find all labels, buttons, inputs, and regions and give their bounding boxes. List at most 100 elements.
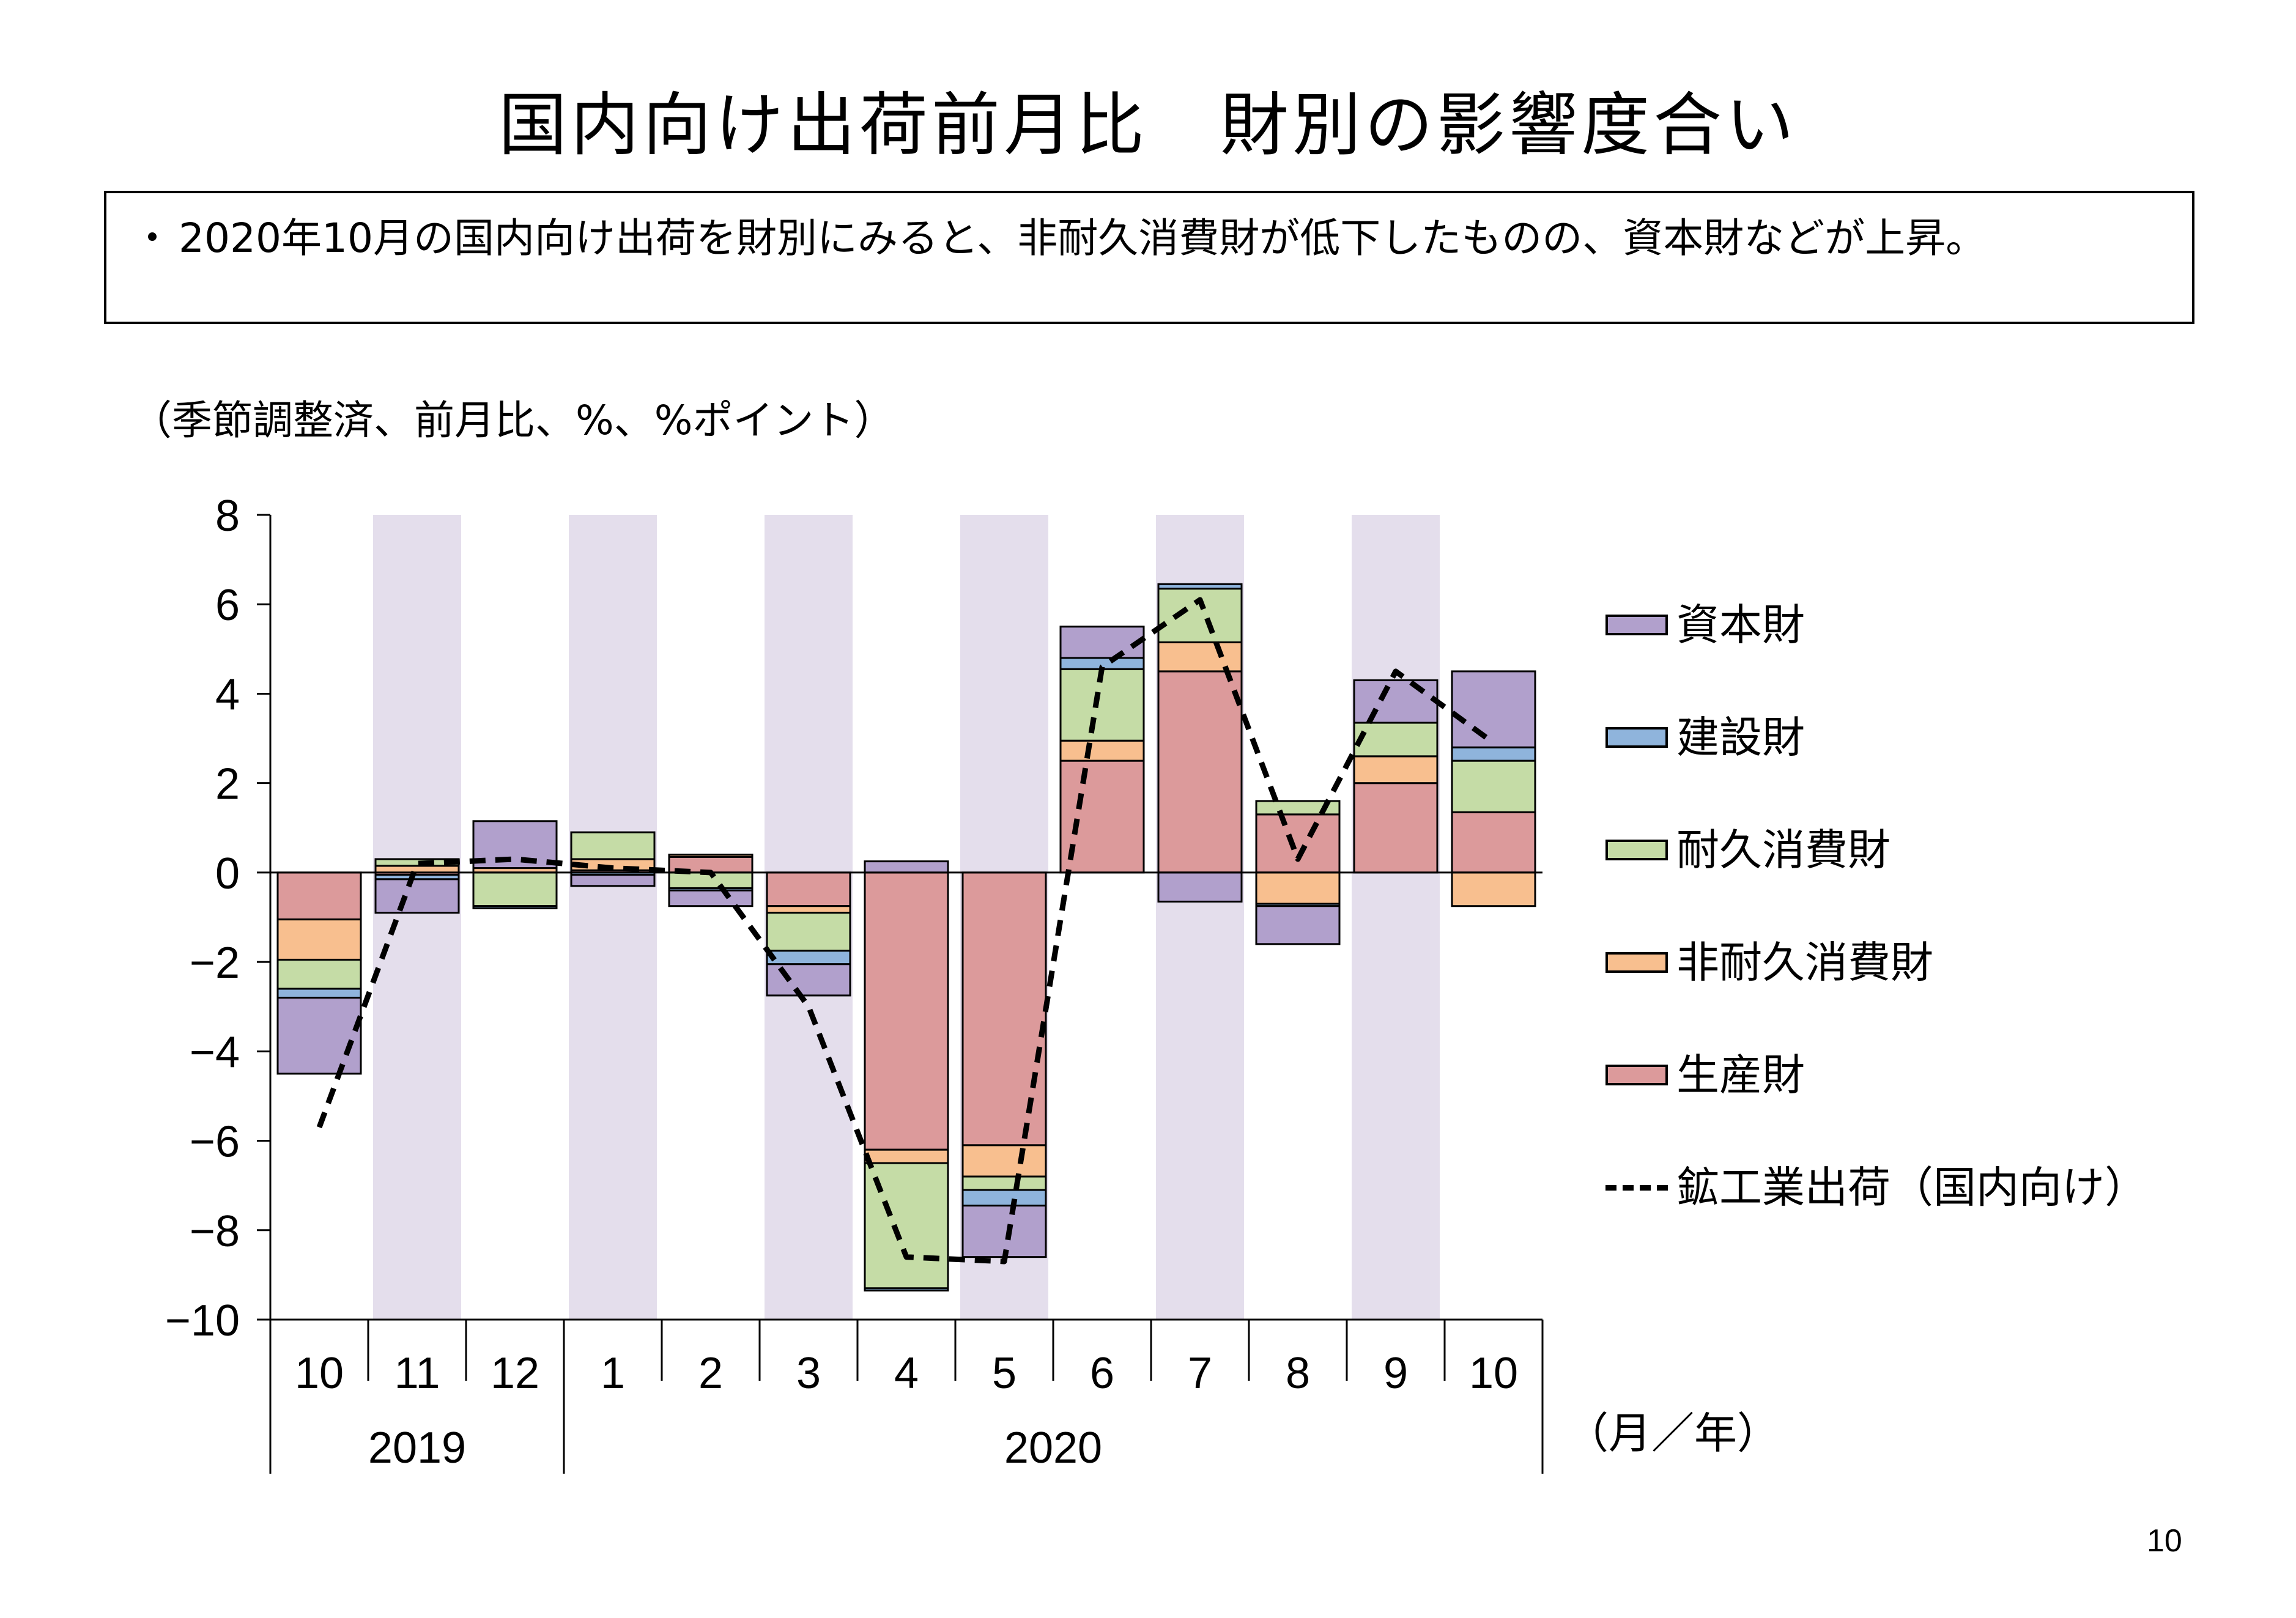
legend-label: 生産財 bbox=[1676, 1050, 1805, 1100]
bar-segment-capital-goods bbox=[472, 820, 558, 870]
bar-segment-nondurable-consumer-goods bbox=[668, 854, 754, 858]
bar-segment-construction-goods bbox=[276, 988, 362, 999]
y-tick-label: 8 bbox=[215, 492, 240, 541]
shipments-line bbox=[316, 597, 1495, 1265]
bar-segment-nondurable-consumer-goods bbox=[1157, 641, 1243, 673]
bar-segment-nondurable-consumer-goods bbox=[276, 918, 362, 961]
x-tick-label: 11 bbox=[394, 1349, 440, 1398]
bar-segment-capital-goods bbox=[1255, 905, 1341, 945]
y-tick-label: −8 bbox=[190, 1207, 240, 1256]
y-tick-label: −2 bbox=[190, 939, 240, 988]
shaded-column bbox=[1352, 515, 1440, 1320]
x-axis-unit-label: （月／年） bbox=[1566, 1409, 1780, 1457]
bar-segment-construction-goods bbox=[472, 905, 558, 909]
legend-label: 耐久消費財 bbox=[1676, 825, 1890, 875]
legend-label: 建設財 bbox=[1676, 712, 1805, 763]
axis-layer bbox=[257, 514, 1544, 1474]
bar-segment-construction-goods bbox=[1451, 746, 1536, 762]
legend-label: 資本財 bbox=[1676, 600, 1805, 650]
bar-segment-nondurable-consumer-goods bbox=[766, 905, 851, 914]
legend-label: 非耐久消費財 bbox=[1676, 937, 1933, 988]
y-tick-label: 2 bbox=[215, 760, 240, 809]
legend-item-nondurable-consumer-goods: 非耐久消費財 bbox=[1605, 906, 2217, 1019]
x-tick-label: 9 bbox=[1383, 1349, 1408, 1398]
x-tick-label: 10 bbox=[295, 1349, 344, 1398]
legend-swatch-capital-goods bbox=[1605, 615, 1668, 635]
bar-segment-durable-consumer-goods bbox=[766, 912, 851, 952]
summary-bullet: ・ bbox=[132, 215, 172, 262]
x-tick-label: 8 bbox=[1286, 1349, 1310, 1398]
bar-segment-capital-goods bbox=[570, 874, 656, 887]
legend-label: 鉱工業出荷（国内向け） bbox=[1676, 1162, 2147, 1213]
shaded-column bbox=[373, 515, 461, 1320]
bar-segment-construction-goods bbox=[864, 1287, 949, 1291]
legend-item-shipments-line: 鉱工業出荷（国内向け） bbox=[1605, 1131, 2217, 1244]
bar-segment-producer-goods bbox=[766, 871, 851, 907]
bar-segment-nondurable-consumer-goods bbox=[1059, 739, 1145, 762]
x-tick-label: 7 bbox=[1188, 1349, 1212, 1398]
bar-segment-nondurable-consumer-goods bbox=[961, 1144, 1047, 1178]
page-number: 10 bbox=[2147, 1523, 2182, 1559]
y-tick-label: 4 bbox=[215, 670, 240, 719]
bar-segment-capital-goods bbox=[1451, 670, 1536, 748]
shaded-column bbox=[569, 515, 657, 1320]
year-label: 2019 bbox=[368, 1424, 466, 1472]
bar-segment-capital-goods bbox=[1353, 679, 1439, 724]
legend-dash-sample bbox=[1605, 1184, 1668, 1191]
summary-box: ・ 2020年10月の国内向け出荷を財別にみると、非耐久消費財が低下したものの、… bbox=[104, 191, 2194, 324]
bar-segment-capital-goods bbox=[961, 1205, 1047, 1258]
bar-segment-capital-goods bbox=[276, 997, 362, 1075]
bar-layer bbox=[276, 583, 1536, 1291]
x-tick-label: 1 bbox=[601, 1349, 625, 1398]
bar-segment-durable-consumer-goods bbox=[1157, 588, 1243, 643]
x-tick-label: 10 bbox=[1469, 1349, 1518, 1398]
bar-segment-durable-consumer-goods bbox=[276, 958, 362, 990]
bar-segment-construction-goods bbox=[766, 950, 851, 966]
bar-segment-capital-goods bbox=[1157, 871, 1243, 903]
legend-swatch-nondurable-consumer-goods bbox=[1605, 952, 1668, 973]
bar-segment-capital-goods bbox=[864, 860, 949, 874]
legend-item-construction-goods: 建設財 bbox=[1605, 681, 2217, 794]
bar-segment-producer-goods bbox=[1255, 813, 1341, 874]
y-tick-label: 6 bbox=[215, 581, 240, 630]
bar-segment-nondurable-consumer-goods bbox=[1353, 755, 1439, 785]
bar-segment-capital-goods bbox=[374, 878, 460, 914]
bar-segment-construction-goods bbox=[961, 1189, 1047, 1207]
legend-swatch-producer-goods bbox=[1605, 1065, 1668, 1085]
bar-segment-producer-goods bbox=[864, 871, 949, 1151]
legend-item-durable-consumer-goods: 耐久消費財 bbox=[1605, 794, 2217, 906]
x-tick-label: 4 bbox=[894, 1349, 919, 1398]
bar-segment-producer-goods bbox=[276, 871, 362, 921]
bar-segment-nondurable-consumer-goods bbox=[864, 1148, 949, 1164]
bar-segment-construction-goods bbox=[1157, 583, 1243, 590]
chart-legend: 資本財 建設財 耐久消費財 非耐久消費財 生産財 鉱工業出荷（国内向け） bbox=[1605, 569, 2217, 1244]
x-tick-label: 6 bbox=[1090, 1349, 1114, 1398]
y-tick-label: −6 bbox=[190, 1118, 240, 1167]
x-tick-label: 12 bbox=[491, 1349, 539, 1398]
bar-segment-durable-consumer-goods bbox=[1451, 759, 1536, 813]
bar-segment-capital-goods bbox=[1059, 626, 1145, 659]
line-layer bbox=[316, 597, 1495, 1265]
bar-segment-nondurable-consumer-goods bbox=[1255, 871, 1341, 905]
summary-text: 2020年10月の国内向け出荷を財別にみると、非耐久消費財が低下したものの、資本… bbox=[179, 215, 1987, 262]
bar-segment-durable-consumer-goods bbox=[570, 831, 656, 860]
legend-swatch-construction-goods bbox=[1605, 727, 1668, 748]
bar-segment-durable-consumer-goods bbox=[1059, 668, 1145, 742]
bar-segment-durable-consumer-goods bbox=[961, 1175, 1047, 1191]
bar-segment-durable-consumer-goods bbox=[1255, 800, 1341, 816]
bar-segment-producer-goods bbox=[961, 871, 1047, 1147]
bar-segment-durable-consumer-goods bbox=[472, 871, 558, 907]
x-tick-label: 3 bbox=[796, 1349, 821, 1398]
unit-note: （季節調整済、前月比、%、%ポイント） bbox=[131, 397, 895, 444]
year-label: 2020 bbox=[1004, 1424, 1102, 1472]
bar-segment-nondurable-consumer-goods bbox=[1451, 871, 1536, 907]
y-tick-label: −4 bbox=[190, 1028, 240, 1077]
legend-item-producer-goods: 生産財 bbox=[1605, 1019, 2217, 1131]
x-tick-label: 5 bbox=[992, 1349, 1017, 1398]
x-tick-label: 2 bbox=[698, 1349, 723, 1398]
bar-segment-producer-goods bbox=[1059, 759, 1145, 874]
bar-segment-producer-goods bbox=[1353, 782, 1439, 874]
legend-swatch-durable-consumer-goods bbox=[1605, 840, 1668, 860]
